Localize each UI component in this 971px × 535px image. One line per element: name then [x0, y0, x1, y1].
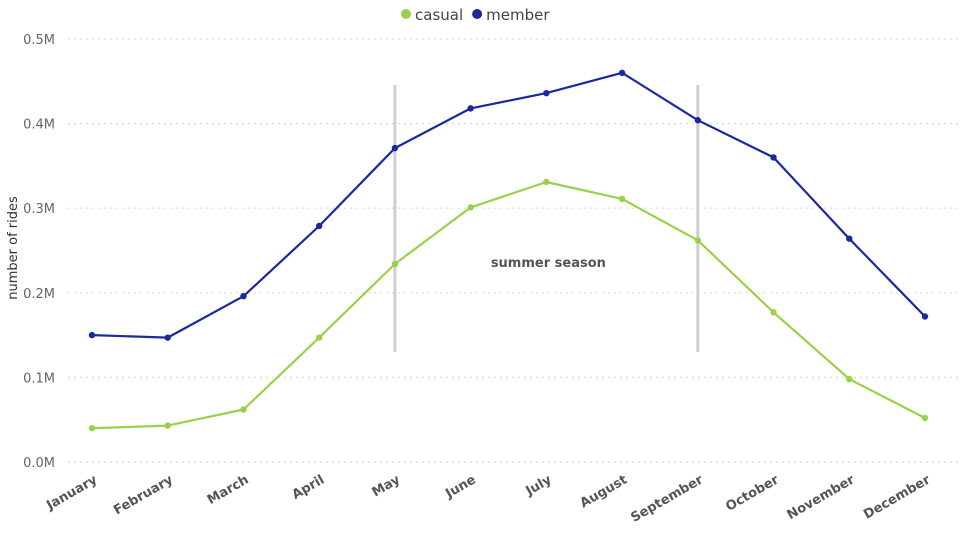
x-tick-label: August	[578, 472, 630, 511]
data-point-member	[921, 313, 929, 320]
legend[interactable]: casual member	[401, 6, 550, 24]
y-axis-title: number of rides	[6, 196, 21, 300]
x-tick-label: September	[629, 472, 707, 526]
series-line-casual	[91, 180, 926, 430]
x-tick-label: May	[370, 472, 404, 500]
x-axis-ticks: January February March April May June July Augu…	[43, 472, 933, 526]
data-point-member	[240, 292, 247, 300]
x-tick-label: March	[205, 472, 252, 508]
x-tick-label: November	[785, 472, 858, 523]
data-point-casual	[770, 309, 777, 316]
y-tick-label: 0.5M	[23, 33, 55, 48]
y-tick-label: 0.2M	[23, 287, 55, 302]
y-tick-label: 0.3M	[23, 202, 55, 217]
data-point-casual	[694, 237, 702, 244]
data-point-casual	[88, 424, 96, 432]
data-point-member	[543, 89, 550, 97]
y-axis-ticks: 0.0M 0.1M 0.2M 0.3M 0.4M 0.5M	[23, 33, 55, 471]
x-tick-label: June	[442, 472, 478, 502]
y-tick-label: 0.4M	[23, 118, 55, 133]
x-tick-label: April	[290, 472, 328, 502]
data-point-casual	[315, 334, 323, 341]
legend-label-casual[interactable]: casual	[415, 6, 463, 24]
x-tick-label: October	[723, 472, 782, 515]
summer-season-annotation: summer season	[393, 85, 700, 352]
series-lines	[91, 71, 926, 430]
data-point-member	[694, 117, 702, 124]
data-point-member	[315, 222, 323, 230]
y-tick-label: 0.1M	[23, 371, 55, 386]
y-tick-label: 0.0M	[23, 456, 55, 471]
legend-marker-casual	[401, 9, 411, 19]
annotation-label: summer season	[491, 256, 606, 271]
data-point-member	[618, 69, 626, 77]
data-point-casual	[164, 422, 171, 429]
data-point-member	[846, 235, 853, 242]
legend-label-member[interactable]: member	[486, 6, 550, 24]
data-point-member	[88, 331, 96, 339]
x-tick-label: January	[43, 472, 100, 514]
data-point-member	[770, 154, 777, 161]
data-point-member	[391, 144, 399, 152]
data-point-member	[467, 105, 474, 112]
data-point-member	[164, 334, 171, 341]
data-point-casual	[240, 406, 247, 413]
series-points	[88, 69, 929, 432]
x-tick-label: July	[523, 472, 555, 499]
data-point-casual	[618, 195, 626, 203]
gridlines	[68, 38, 958, 463]
data-point-casual	[391, 260, 399, 268]
data-point-casual	[846, 375, 853, 383]
data-point-casual	[921, 414, 929, 422]
data-point-casual	[467, 204, 474, 211]
x-tick-label: December	[861, 472, 933, 522]
series-line-member	[91, 71, 926, 339]
x-tick-label: February	[111, 472, 176, 518]
legend-marker-member	[472, 9, 483, 19]
data-point-casual	[543, 178, 550, 186]
